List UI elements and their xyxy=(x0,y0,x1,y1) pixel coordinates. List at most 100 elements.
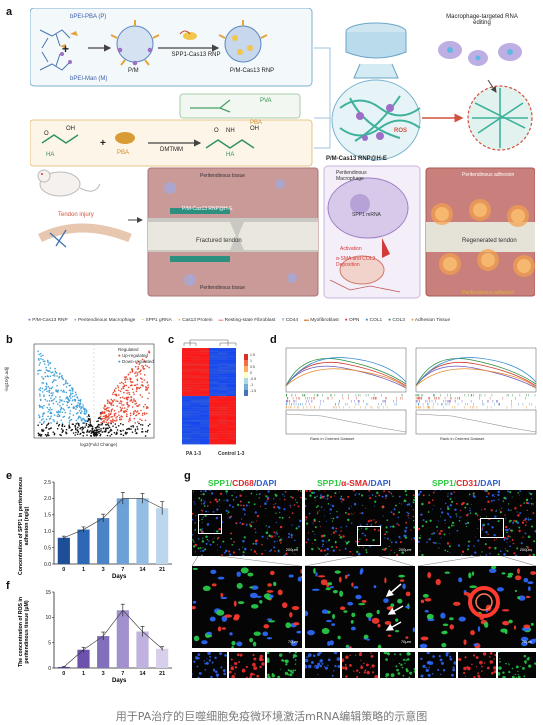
channel-dot xyxy=(370,652,372,654)
volcano-point xyxy=(141,396,143,398)
volcano-point xyxy=(46,383,48,386)
fluor-dot xyxy=(278,536,280,538)
fluor-dot xyxy=(306,522,309,525)
volcano-point xyxy=(42,418,44,420)
volcano-point xyxy=(38,404,41,407)
fluor-dot xyxy=(447,514,450,516)
volcano-point xyxy=(44,433,47,436)
fluor-dot xyxy=(277,550,280,553)
fluor-dot xyxy=(398,495,401,498)
micrograph-asma-overview: 200μm xyxy=(305,490,415,556)
volcano-point xyxy=(121,404,123,406)
channel-dot xyxy=(197,653,201,656)
volcano-point xyxy=(131,388,134,390)
volcano-point xyxy=(131,370,134,373)
volcano-point xyxy=(136,428,139,430)
volcano-point xyxy=(74,434,76,436)
heat-cell xyxy=(200,375,209,378)
volcano-point xyxy=(133,417,136,420)
volcano-point xyxy=(52,399,54,401)
channel-dot xyxy=(204,668,207,671)
fluor-dot xyxy=(242,504,245,507)
channel-dot xyxy=(489,656,491,658)
volcano-point xyxy=(124,381,127,383)
scale-bar-label: 200μm xyxy=(519,547,532,552)
fluor-dot xyxy=(392,495,394,497)
fluor-dot xyxy=(245,495,247,497)
fluor-dot xyxy=(312,530,314,533)
volcano-point xyxy=(112,420,114,422)
fluor-dot xyxy=(305,519,307,521)
channel-dot xyxy=(356,675,359,678)
fluor-dot xyxy=(264,502,267,505)
volcano-point xyxy=(51,394,53,397)
fluor-dot xyxy=(528,492,531,494)
heat-cell xyxy=(200,383,209,386)
channel-dot xyxy=(294,655,297,658)
heat-cell xyxy=(218,403,227,406)
volcano-point xyxy=(63,409,66,411)
volcano-point xyxy=(121,416,123,418)
channel-dot xyxy=(359,671,361,674)
volcano-point xyxy=(128,428,131,430)
fluor-dot xyxy=(192,518,194,521)
fluor-dot xyxy=(320,494,322,497)
volcano-point xyxy=(89,423,92,426)
fluor-dot xyxy=(323,515,325,517)
fluor-dot xyxy=(493,539,496,541)
fluor-dot xyxy=(249,524,253,528)
channel-dot xyxy=(499,660,501,663)
channel-dot xyxy=(230,666,235,671)
fluor-dot xyxy=(200,499,203,502)
fluor-dot xyxy=(290,496,292,498)
fluor-dot xyxy=(449,552,451,553)
heat-cell xyxy=(218,399,227,402)
volcano-point xyxy=(60,376,63,378)
fluor-blob xyxy=(192,567,198,570)
heat-cell xyxy=(182,375,191,378)
fluor-dot xyxy=(321,539,323,541)
legend-text: Adhesion Tissue xyxy=(414,317,451,323)
channel-dot xyxy=(284,663,288,666)
fluor-dot xyxy=(329,512,331,515)
channel-dot xyxy=(224,653,227,657)
channel-dot xyxy=(494,653,497,657)
fluor-blob xyxy=(266,590,274,593)
fluor-dot xyxy=(371,494,374,496)
volcano-point xyxy=(115,387,117,390)
volcano-point xyxy=(134,400,137,402)
fluor-dot xyxy=(289,504,292,507)
fluor-dot xyxy=(418,493,421,496)
heat-cell xyxy=(200,394,209,397)
gsea-plot-right xyxy=(415,347,537,435)
volcano-point xyxy=(77,399,80,402)
channel-strip-signal xyxy=(265,651,297,680)
channel-dot xyxy=(466,665,469,669)
channel-dot xyxy=(364,669,367,672)
fluor-dot xyxy=(374,522,376,524)
fluor-dot xyxy=(344,547,347,550)
fluor-dot xyxy=(201,512,203,514)
fluor-dot xyxy=(250,492,253,495)
fluor-dot xyxy=(267,501,269,503)
channel-dot xyxy=(287,669,290,672)
channel-dot xyxy=(234,666,238,669)
fluor-dot xyxy=(232,499,235,501)
volcano-legend-up: ● Up-regulated xyxy=(118,353,148,358)
volcano-point xyxy=(92,431,95,434)
volcano-point xyxy=(68,420,71,422)
fluor-blob xyxy=(523,624,531,629)
volcano-point xyxy=(130,396,132,398)
fluor-dot xyxy=(454,497,456,499)
fluor-dot xyxy=(199,528,202,531)
fluor-dot xyxy=(212,541,215,544)
fluor-blob xyxy=(216,609,225,616)
fluor-dot xyxy=(325,520,327,522)
volcano-point xyxy=(127,389,129,392)
volcano-point xyxy=(61,431,64,433)
fluor-dot xyxy=(342,535,345,538)
heat-cell xyxy=(200,372,209,375)
fluor-dot xyxy=(491,526,494,529)
heat-cell xyxy=(209,366,218,369)
scale-label: 0.5 xyxy=(250,365,255,369)
